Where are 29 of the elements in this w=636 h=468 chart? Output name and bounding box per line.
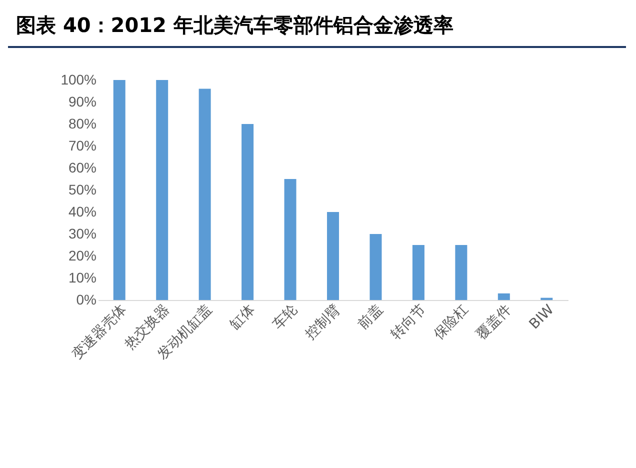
x-tick-label: 覆盖件: [474, 302, 515, 343]
bar: [455, 245, 468, 300]
bar: [412, 245, 424, 300]
y-tick-label: 100%: [60, 72, 96, 88]
bar: [113, 80, 126, 300]
x-tick-label: 缸体: [227, 302, 258, 333]
x-tick-label: 转向节: [388, 302, 430, 343]
bar: [198, 88, 211, 300]
bar: [327, 212, 339, 300]
y-tick-label: 90%: [68, 94, 96, 110]
x-tick-label: 车轮: [270, 302, 301, 333]
bar: [156, 80, 168, 300]
x-tick-label: 控制臂: [302, 302, 344, 343]
y-tick-label: 50%: [68, 182, 96, 198]
y-tick-label: 80%: [68, 116, 96, 132]
bar: [370, 234, 382, 300]
y-tick-label: 60%: [68, 160, 96, 176]
bar: [284, 179, 296, 300]
bar: [242, 124, 254, 300]
y-tick-label: 20%: [68, 248, 96, 264]
y-tick-label: 0%: [76, 292, 96, 308]
x-tick-label: 保险杠: [430, 302, 472, 343]
chart-title: 图表 40：2012 年北美汽车零部件铝合金渗透率: [15, 12, 454, 39]
y-tick-label: 70%: [68, 138, 96, 154]
y-tick-label: 40%: [68, 204, 96, 220]
x-tick-label: 前盖: [355, 302, 386, 333]
bar: [498, 293, 510, 300]
y-tick-label: 10%: [68, 270, 96, 286]
y-tick-label: 30%: [68, 226, 96, 242]
